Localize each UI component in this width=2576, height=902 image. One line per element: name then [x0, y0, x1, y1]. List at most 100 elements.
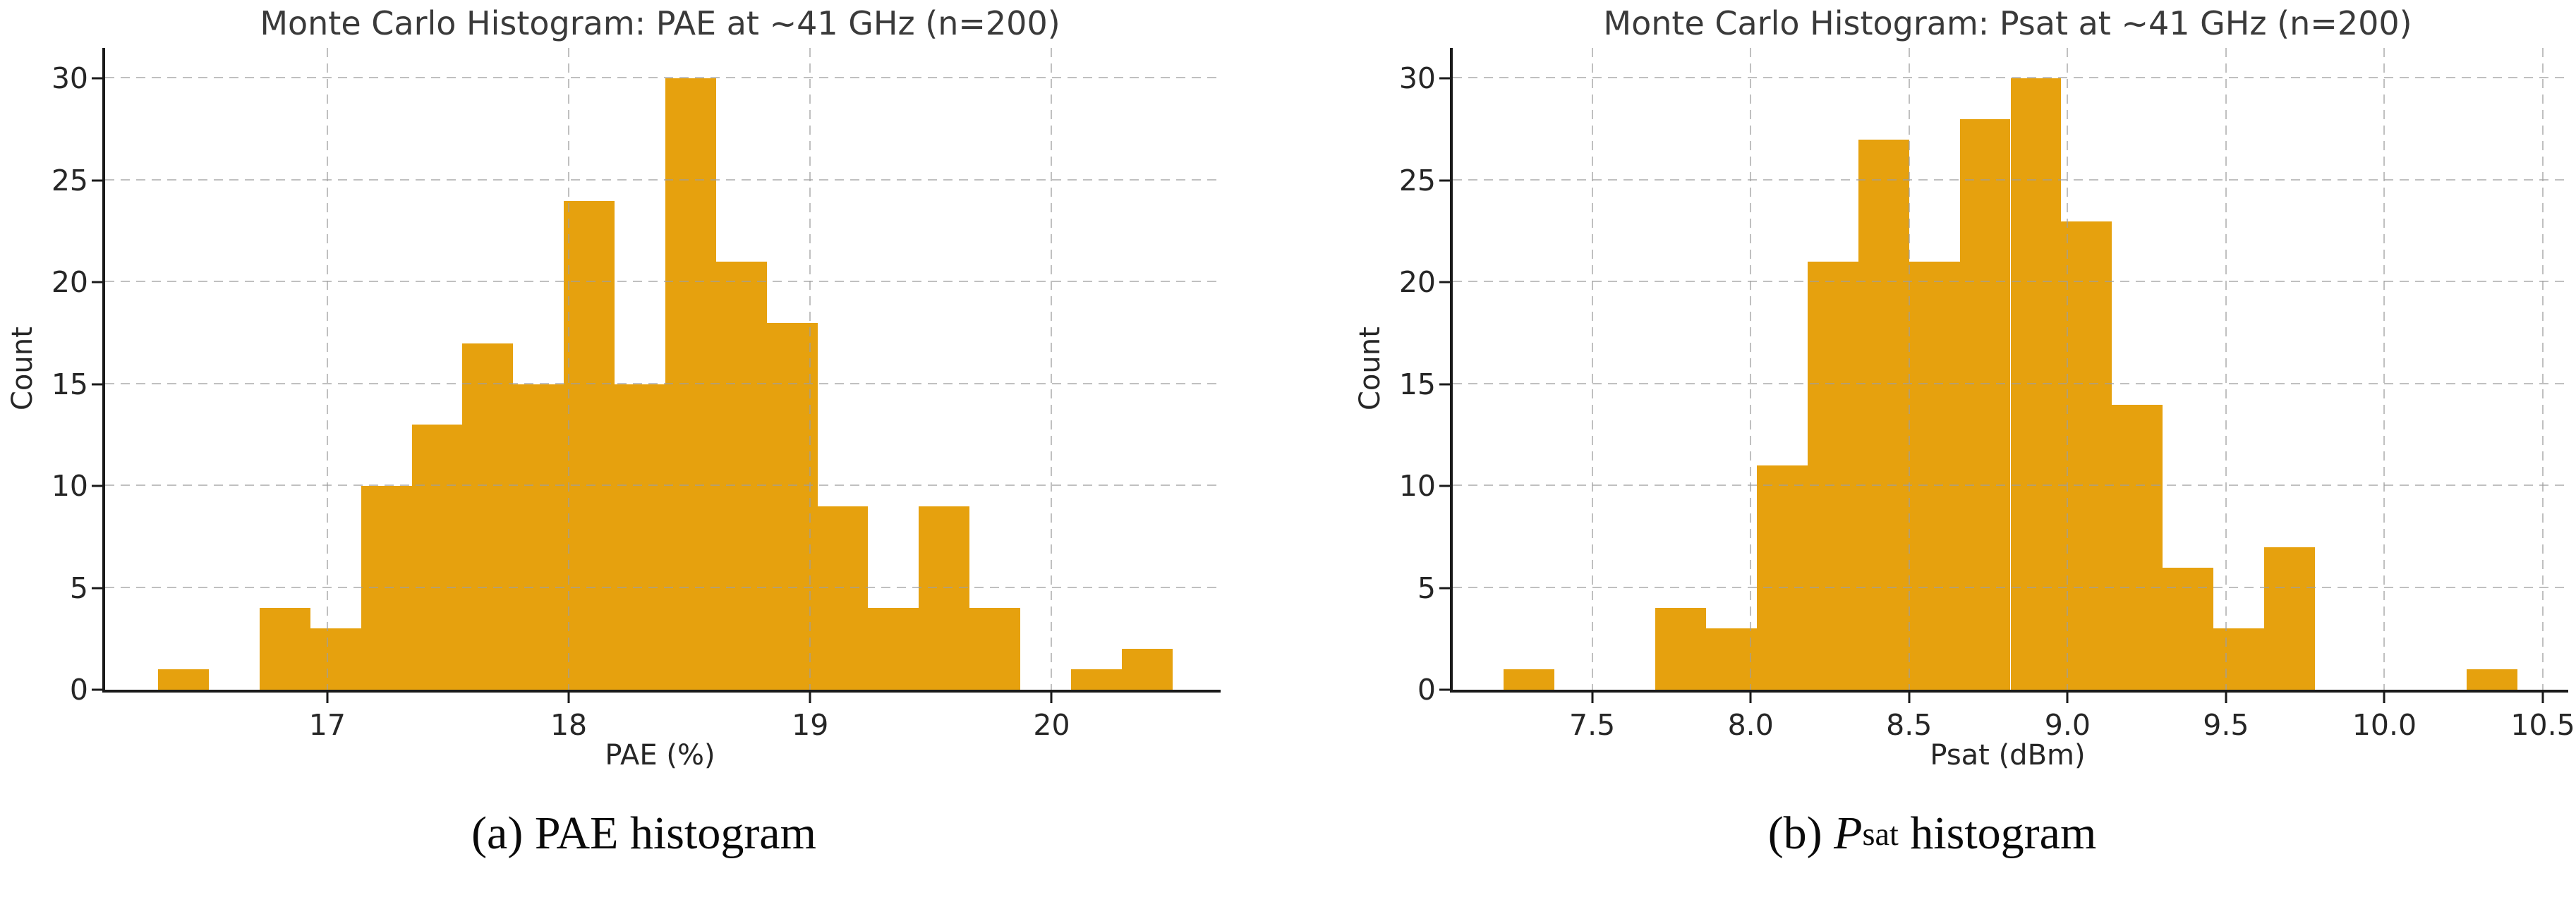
histogram-bar [462, 343, 514, 690]
x-tick-mark [1591, 693, 1594, 703]
x-tick-mark [809, 693, 811, 703]
y-tick-label: 15 [1398, 367, 1436, 401]
caption-b-text: histogram [1898, 807, 2097, 859]
y-tick-label: 0 [1417, 673, 1436, 707]
y-tick-mark [92, 587, 102, 590]
histogram-bar [817, 506, 869, 690]
x-tick-label: 19 [792, 708, 829, 742]
histogram-bar [1070, 669, 1122, 690]
pae-x-axis-label: PAE (%) [605, 739, 715, 772]
y-tick-mark [1439, 688, 1450, 691]
x-tick-label: 8.5 [1886, 708, 1933, 742]
histogram-bar [2467, 669, 2518, 690]
histogram-bar [2263, 547, 2315, 690]
y-tick-label: 25 [1398, 163, 1436, 197]
x-tick-label: 17 [308, 708, 346, 742]
histogram-bar [2010, 78, 2062, 690]
y-tick-label: 5 [69, 571, 88, 605]
pae-plot-area: 17 18 19 20 0 5 10 15 20 25 30 [52, 48, 1221, 742]
histogram-bar [868, 608, 919, 690]
y-tick-mark [92, 688, 102, 691]
caption-a-text: PAE histogram [534, 807, 816, 859]
x-tick-mark [2541, 693, 2544, 703]
x-tick-mark [567, 693, 570, 703]
y-tick-label: 15 [51, 367, 88, 401]
x-gridline [568, 48, 570, 690]
y-tick-label: 5 [1417, 571, 1436, 605]
y-tick-mark [92, 484, 102, 487]
histogram-bar [564, 200, 615, 690]
y-tick-label: 30 [1398, 61, 1436, 96]
x-tick-mark [2383, 693, 2385, 703]
histogram-bar [2112, 404, 2163, 690]
y-tick-mark [1439, 383, 1450, 386]
y-tick-label: 10 [1398, 469, 1436, 504]
y-gridline [105, 178, 1221, 181]
y-tick-mark [92, 281, 102, 284]
y-tick-mark [1439, 281, 1450, 284]
y-gridline [1453, 382, 2568, 384]
y-tick-label: 20 [1398, 265, 1436, 300]
y-gridline [1453, 586, 2568, 588]
x-tick-mark [1908, 693, 1911, 703]
x-tick-label: 8.0 [1727, 708, 1774, 742]
x-gridline [2383, 48, 2385, 690]
histogram-bar [1909, 262, 1960, 690]
caption-b-subscript: sat [1862, 815, 1899, 852]
x-gridline [1591, 48, 1593, 690]
x-tick-label: 9.0 [2044, 708, 2091, 742]
histogram-bar [361, 486, 412, 690]
x-gridline [2225, 48, 2227, 690]
y-tick-label: 25 [51, 163, 88, 197]
histogram-bar [1706, 628, 1758, 690]
y-tick-label: 0 [69, 673, 88, 707]
y-tick-label: 30 [51, 61, 88, 96]
pae-histogram-panel: Monte Carlo Histogram: PAE at ~41 GHz (n… [0, 0, 1288, 776]
histogram-bar [2061, 221, 2112, 690]
x-tick-mark [1749, 693, 1752, 703]
x-tick-label: 20 [1033, 708, 1070, 742]
x-gridline [1750, 48, 1752, 690]
y-gridline [105, 382, 1221, 384]
x-gridline [809, 48, 811, 690]
y-tick-label: 20 [51, 265, 88, 300]
y-gridline [1453, 178, 2568, 181]
x-gridline [2542, 48, 2544, 690]
y-tick-mark [92, 383, 102, 386]
y-tick-mark [92, 179, 102, 182]
psat-x-axis-label: Psat (dBm) [1930, 739, 2086, 772]
y-gridline [1453, 484, 2568, 487]
y-tick-mark [1439, 587, 1450, 590]
histogram-bar [665, 78, 716, 690]
x-tick-label: 10.0 [2352, 708, 2417, 742]
histogram-bar [513, 384, 564, 690]
psat-plot-area: 7.5 8.0 8.5 9.0 9.5 10.0 10.5 0 5 10 15 20 25 30 [1399, 48, 2575, 742]
x-gridline [1051, 48, 1053, 690]
histogram-bar [715, 262, 767, 690]
histogram-bar [1121, 649, 1173, 690]
psat-chart-title: Monte Carlo Histogram: Psat at ~41 GHz (… [1603, 4, 2412, 42]
histogram-bar [919, 506, 970, 690]
x-tick-label: 18 [550, 708, 588, 742]
x-tick-mark [2066, 693, 2069, 703]
caption-a: (a) PAE histogram [0, 791, 1288, 876]
histogram-bar [158, 669, 210, 690]
histogram-bar [1808, 262, 1858, 690]
y-gridline [105, 484, 1221, 487]
y-gridline [105, 586, 1221, 588]
x-tick-mark [326, 693, 329, 703]
histogram-bar [2213, 628, 2264, 690]
x-tick-label: 9.5 [2203, 708, 2249, 742]
x-gridline [1908, 48, 1910, 690]
histogram-bar [615, 384, 665, 690]
x-tick-label: 7.5 [1569, 708, 1616, 742]
caption-a-prefix: (a) [471, 807, 535, 859]
histogram-bar [969, 608, 1020, 690]
psat-y-axis-label: Count [1354, 327, 1386, 411]
y-tick-label: 10 [51, 469, 88, 504]
psat-histogram-panel: Monte Carlo Histogram: Psat at ~41 GHz (… [1348, 0, 2576, 776]
y-gridline [105, 281, 1221, 283]
x-tick-mark [2225, 693, 2227, 703]
y-gridline [1453, 77, 2568, 79]
